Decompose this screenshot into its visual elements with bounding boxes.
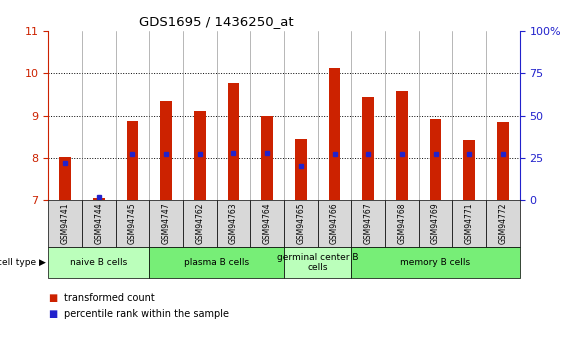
Text: memory B cells: memory B cells (400, 258, 471, 267)
FancyBboxPatch shape (419, 200, 452, 247)
Text: GSM94741: GSM94741 (61, 203, 70, 244)
Text: GSM94747: GSM94747 (162, 203, 170, 244)
FancyBboxPatch shape (250, 200, 284, 247)
FancyBboxPatch shape (48, 247, 149, 278)
FancyBboxPatch shape (149, 247, 284, 278)
FancyBboxPatch shape (48, 200, 82, 247)
Text: GSM94745: GSM94745 (128, 203, 137, 244)
Text: GSM94744: GSM94744 (94, 203, 103, 244)
Text: GSM94764: GSM94764 (262, 203, 272, 244)
Text: GDS1695 / 1436250_at: GDS1695 / 1436250_at (139, 16, 293, 29)
Text: ■: ■ (48, 294, 57, 303)
Text: percentile rank within the sample: percentile rank within the sample (64, 309, 229, 319)
Bar (261, 116, 273, 200)
Text: cell type ▶: cell type ▶ (0, 258, 45, 267)
FancyBboxPatch shape (284, 200, 318, 247)
Bar (362, 97, 374, 200)
Bar (160, 101, 172, 200)
Bar (463, 140, 475, 200)
FancyBboxPatch shape (149, 200, 183, 247)
Text: GSM94765: GSM94765 (296, 203, 306, 244)
FancyBboxPatch shape (183, 200, 216, 247)
Text: GSM94769: GSM94769 (431, 203, 440, 244)
FancyBboxPatch shape (385, 200, 419, 247)
Text: naive B cells: naive B cells (70, 258, 127, 267)
FancyBboxPatch shape (318, 200, 352, 247)
Bar (295, 139, 307, 200)
FancyBboxPatch shape (352, 247, 520, 278)
FancyBboxPatch shape (216, 200, 250, 247)
Text: GSM94772: GSM94772 (498, 203, 507, 244)
FancyBboxPatch shape (284, 247, 352, 278)
Bar (93, 198, 105, 200)
Bar (429, 119, 441, 200)
Text: GSM94767: GSM94767 (364, 203, 373, 244)
Text: transformed count: transformed count (64, 294, 155, 303)
Text: GSM94762: GSM94762 (195, 203, 204, 244)
FancyBboxPatch shape (116, 200, 149, 247)
FancyBboxPatch shape (82, 200, 116, 247)
Text: germinal center B
cells: germinal center B cells (277, 253, 358, 272)
Bar (329, 68, 340, 200)
Bar (396, 91, 408, 200)
FancyBboxPatch shape (452, 200, 486, 247)
Text: GSM94766: GSM94766 (330, 203, 339, 244)
Bar (228, 82, 239, 200)
Text: plasma B cells: plasma B cells (184, 258, 249, 267)
Text: GSM94771: GSM94771 (465, 203, 474, 244)
Bar (194, 110, 206, 200)
Text: GSM94763: GSM94763 (229, 203, 238, 244)
FancyBboxPatch shape (352, 200, 385, 247)
Text: GSM94768: GSM94768 (398, 203, 406, 244)
Bar (59, 157, 71, 200)
FancyBboxPatch shape (486, 200, 520, 247)
Text: ■: ■ (48, 309, 57, 319)
Bar (127, 121, 139, 200)
Bar (497, 122, 509, 200)
